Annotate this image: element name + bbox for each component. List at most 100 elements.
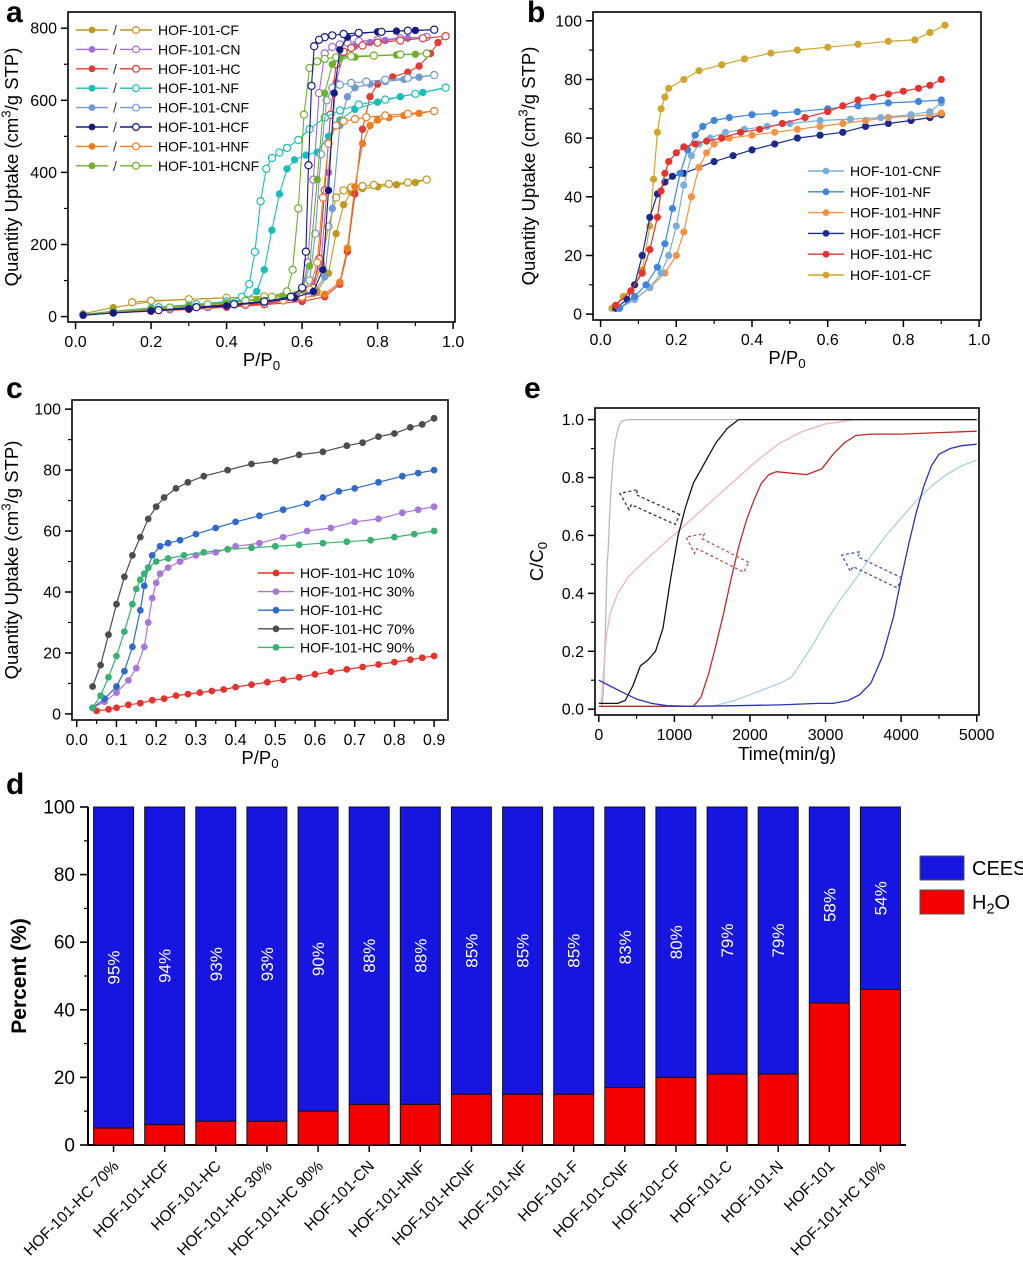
legend-label: HOF-101-HC	[158, 61, 240, 77]
series-HOF-101-CN	[79, 32, 431, 319]
axes-box	[592, 11, 982, 321]
x-tick-label: 4000	[883, 727, 919, 744]
series-HOF-101-HC 10%	[93, 652, 438, 715]
series-HOF-101-HC	[89, 466, 438, 712]
bar-HOF-101-C: 79%	[706, 806, 748, 1146]
y-axis-title: Quantity Uptake (cm3/g STP)	[0, 48, 22, 287]
y-tick-label: 20	[43, 645, 61, 662]
legend-label: HOF-101-HC	[300, 602, 382, 618]
bar-percent-label: 88%	[360, 939, 379, 973]
svg-text:/: /	[113, 22, 117, 38]
svg-text:/: /	[113, 61, 117, 77]
y-tick-label: 80	[43, 463, 61, 480]
y-tick-label: 40	[43, 585, 61, 602]
panel-e-plot: 0 1000 2000 3000 4000 5000 0.0 0.2 0.4 0.6 0.8 1.0 T…	[526, 407, 995, 764]
bar-percent-label: 85%	[565, 934, 584, 968]
panel-c-isotherm-chart: 0.0 0.1 0.2 0.3 0.4 0.5 0.6 0.7 0.8 0.9 0 20 40 60 80 1…	[0, 399, 449, 768]
panel-b-isotherm-chart: 0.0 0.2 0.4 0.6 0.8 1.0 0 20 40 60 80 100 P/P0 Quanti…	[516, 11, 990, 371]
x-tick-label: 0.2	[665, 332, 687, 349]
panel-label-b: b	[527, 0, 546, 29]
svg-text:/: /	[113, 80, 117, 96]
series-HOF-101-NF	[79, 83, 450, 319]
bar-HOF-101-CF: 80%	[655, 806, 697, 1146]
y-axis-title: Percent (%)	[8, 918, 31, 1034]
y-tick-label: 100	[555, 13, 582, 30]
series-breakthrough-pink	[600, 418, 977, 704]
series-HOF-101-NF	[615, 96, 945, 312]
bar-percent-label: 94%	[156, 949, 175, 983]
series-breakthrough-navy	[598, 443, 977, 707]
x-tick-label: 0.4	[741, 332, 763, 349]
legend-label: HOF-101-HNF	[850, 205, 941, 221]
y-tick-label: 60	[564, 131, 582, 148]
y-tick-label: 80	[564, 72, 582, 89]
x-tick-label: 0.0	[66, 732, 88, 749]
panel-label-c: c	[6, 372, 23, 405]
svg-text:/: /	[113, 41, 117, 57]
legend-label: HOF-101-HCNF	[158, 158, 259, 174]
y-tick-label: 20	[54, 1068, 75, 1089]
bar-HOF-101-HCNF: 85%	[450, 806, 492, 1146]
series-breakthrough-gray	[601, 418, 977, 707]
y-axis-title: Quantity Uptake (cm3/g STP)	[0, 441, 22, 680]
svg-text:/: /	[113, 119, 117, 135]
bar-HOF-101-CN: 88%	[348, 806, 390, 1146]
y-axis-title: C/C0	[526, 542, 550, 581]
svg-text:/: /	[113, 158, 117, 174]
y-tick-label: 1.0	[562, 412, 584, 429]
bar-percent-label: 93%	[258, 947, 277, 981]
panel-d-bar-chart: 0 20 40 60 80 100 Percent (%) 95% HOF-101-HC 70%…	[8, 798, 1023, 1260]
panel-a-plot: 0.0 0.2 0.4 0.6 0.8 1.0 0 200 400 600 800 P/P0 Quant…	[0, 11, 464, 373]
bar-HOF-101-HNF: 88%	[399, 806, 441, 1146]
x-tick-label: 0.9	[423, 732, 445, 749]
bar-HOF-101-N: 79%	[757, 806, 799, 1146]
legend-label: HOF-101-HC 30%	[300, 584, 414, 600]
legend-label: HOF-101-CF	[158, 22, 239, 38]
x-tick-label: 0.7	[344, 732, 366, 749]
legend-label: CEES	[972, 858, 1023, 880]
series-breakthrough-red	[598, 430, 977, 707]
legend: CEES H2O	[919, 855, 1023, 917]
bar-percent-label: 85%	[514, 934, 533, 968]
bar-HOF-101-HC 70%: 95%	[93, 806, 135, 1146]
x-tick-label: 5000	[959, 727, 995, 744]
axes-box	[67, 11, 456, 323]
series-HOF-101-HC 70%	[89, 414, 438, 690]
series-HOF-101-HC 90%	[89, 527, 438, 712]
x-tick-label: 0	[594, 727, 603, 744]
legend-label: HOF-101-HC 90%	[300, 639, 414, 655]
x-tick-label: 0.5	[264, 732, 286, 749]
y-tick-label: 40	[564, 189, 582, 206]
x-tick-label: 0.2	[145, 732, 167, 749]
x-tick-label: 0.6	[817, 332, 839, 349]
bar-HOF-101-NF: 85%	[502, 806, 544, 1146]
y-tick-label: 0.2	[562, 644, 584, 661]
y-tick-label: 20	[564, 248, 582, 265]
y-tick-label: 100	[34, 402, 61, 419]
series-HOF-101-HC 30%	[89, 503, 438, 712]
bar-percent-label: 79%	[769, 923, 788, 957]
bar-HOF-101-HCF: 94%	[144, 806, 186, 1146]
y-tick-label: 0	[64, 1136, 75, 1157]
y-tick-label: 0.0	[562, 702, 584, 719]
y-tick-label: 400	[30, 165, 57, 182]
y-tick-label: 0	[48, 309, 57, 326]
x-axis-title: P/P0	[768, 347, 805, 371]
y-tick-label: 0.4	[562, 586, 584, 603]
x-tick-label: 0.8	[892, 332, 914, 349]
x-tick-label: 0.1	[105, 732, 127, 749]
y-tick-label: 600	[30, 93, 57, 110]
legend-label: HOF-101-HNF	[158, 138, 249, 154]
y-tick-label: 40	[54, 1000, 75, 1021]
x-tick-label: 3000	[808, 727, 844, 744]
panel-e-breakthrough-chart: 0 1000 2000 3000 4000 5000 0.0 0.2 0.4 0.6 0.8 1.0 T…	[526, 407, 995, 764]
bar-percent-label: 95%	[105, 950, 124, 984]
panel-c-plot: 0.0 0.1 0.2 0.3 0.4 0.5 0.6 0.7 0.8 0.9 0 20 40 60 80 1…	[0, 399, 449, 768]
panel-b-plot: 0.0 0.2 0.4 0.6 0.8 1.0 0 20 40 60 80 100 P/P0 Quanti…	[516, 11, 990, 371]
x-tick-label: 1000	[657, 727, 693, 744]
bar-percent-label: 85%	[462, 934, 481, 968]
y-tick-label: 80	[54, 865, 75, 886]
x-category-label: HOF-101-HC 70%	[21, 1158, 123, 1260]
x-tick-label: 2000	[732, 727, 768, 744]
